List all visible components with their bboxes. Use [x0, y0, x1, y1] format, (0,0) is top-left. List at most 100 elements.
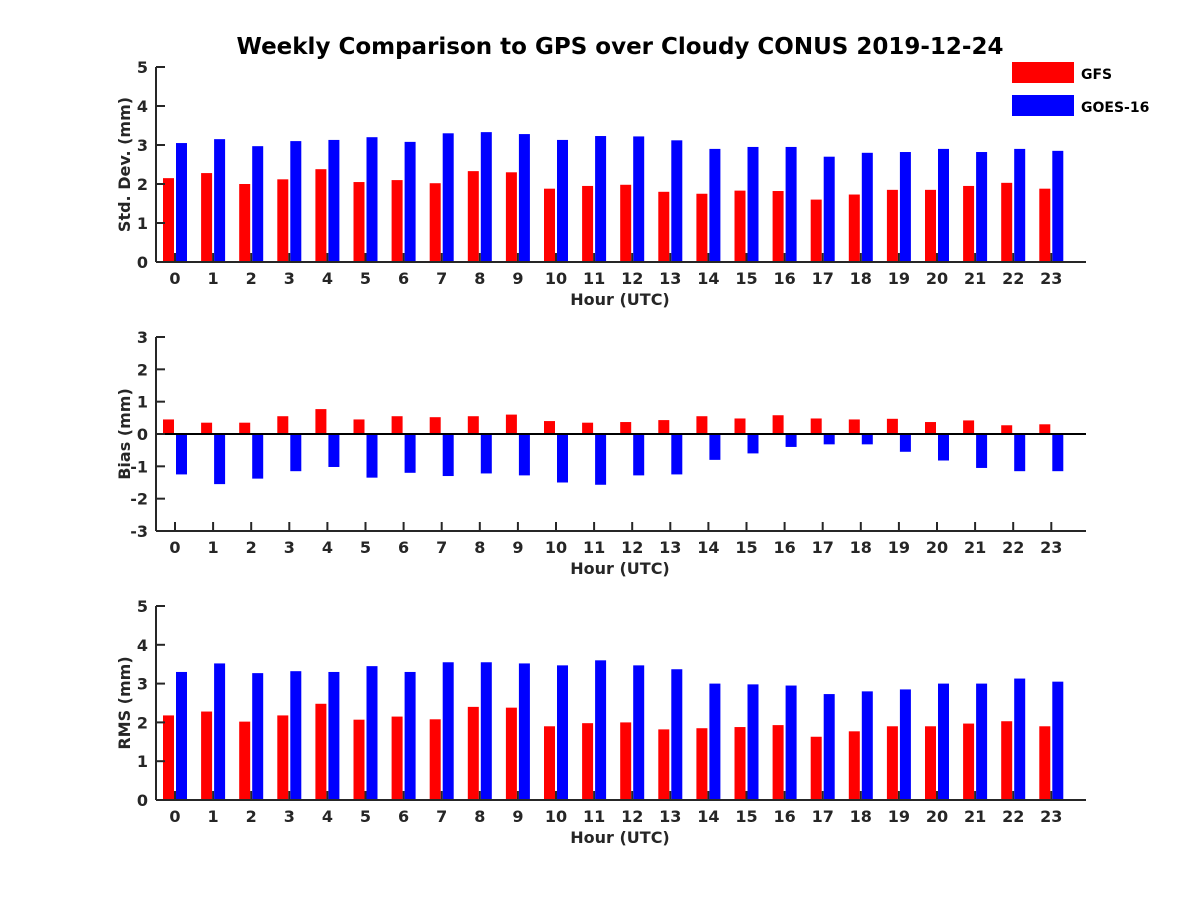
std-dev-bar-goes16-22: [1014, 148, 1026, 262]
bias-bar-goes16-2: [252, 434, 264, 479]
rms-x-tick-label-21: 21: [964, 807, 986, 826]
std-dev-y-tick-label-4: 4: [137, 97, 148, 116]
rms-bar-goes16-2: [252, 673, 264, 800]
std-dev-bar-goes16-6: [404, 141, 416, 262]
std-dev-x-tick-label-6: 6: [398, 269, 409, 288]
rms-x-tick-label-2: 2: [246, 807, 257, 826]
rms-x-tick-label-4: 4: [322, 807, 333, 826]
bias-y-tick-label--1: -1: [130, 457, 148, 476]
rms-x-tick-label-12: 12: [621, 807, 643, 826]
rms-y-tick-label-4: 4: [137, 636, 148, 655]
std-dev-x-tick-label-7: 7: [436, 269, 447, 288]
std-dev-bar-gfs-11: [582, 185, 594, 262]
std-dev-x-tick-label-3: 3: [284, 269, 295, 288]
std-dev-bar-gfs-21: [963, 185, 975, 262]
bias-bar-gfs-18: [848, 419, 860, 434]
bias-x-tick-label-9: 9: [512, 538, 523, 557]
std-dev-bar-gfs-19: [886, 189, 898, 262]
rms-x-tick-label-11: 11: [583, 807, 605, 826]
rms-bar-gfs-16: [772, 725, 784, 800]
std-dev-y-axis-label: Std. Dev. (mm): [115, 97, 134, 232]
bias-bar-gfs-15: [734, 418, 746, 434]
std-dev-x-tick-label-13: 13: [659, 269, 681, 288]
bias-x-tick-label-10: 10: [545, 538, 567, 557]
rms-y-axis-label: RMS (mm): [115, 656, 134, 749]
rms-y-tick-label-5: 5: [137, 597, 148, 616]
bias-x-tick-label-16: 16: [773, 538, 795, 557]
bias-bar-goes16-20: [938, 434, 949, 461]
std-dev-bar-gfs-14: [696, 193, 708, 262]
std-dev-bar-gfs-15: [734, 190, 746, 262]
rms-x-tick-label-0: 0: [169, 807, 180, 826]
rms-x-tick-label-13: 13: [659, 807, 681, 826]
std-dev-bar-goes16-3: [290, 141, 302, 262]
bias-x-tick-label-17: 17: [812, 538, 834, 557]
rms-bar-goes16-4: [328, 671, 340, 800]
std-dev-x-tick-label-11: 11: [583, 269, 605, 288]
bias-bar-gfs-21: [963, 420, 975, 434]
bias-x-tick-label-1: 1: [208, 538, 219, 557]
rms-x-tick-label-15: 15: [735, 807, 757, 826]
std-dev-bar-gfs-20: [925, 189, 936, 262]
bias-x-tick-label-2: 2: [246, 538, 257, 557]
std-dev-bar-gfs-23: [1039, 188, 1051, 262]
rms-bar-gfs-13: [658, 729, 670, 800]
rms-bar-goes16-15: [747, 684, 759, 800]
std-dev-bar-gfs-6: [391, 180, 403, 262]
rms-bar-gfs-9: [505, 707, 517, 800]
rms-x-tick-label-23: 23: [1040, 807, 1062, 826]
rms-x-tick-label-3: 3: [284, 807, 295, 826]
std-dev-bar-goes16-8: [480, 132, 492, 262]
rms-bar-goes16-9: [518, 663, 530, 800]
bias-x-tick-label-23: 23: [1040, 538, 1062, 557]
std-dev-x-tick-label-22: 22: [1002, 269, 1024, 288]
bias-y-tick-label-1: 1: [137, 393, 148, 412]
std-dev-bar-gfs-22: [1001, 182, 1013, 262]
std-dev-x-tick-label-19: 19: [888, 269, 910, 288]
rms-y-tick-label-1: 1: [137, 752, 148, 771]
std-dev-bar-goes16-11: [595, 136, 607, 262]
std-dev-x-tick-label-9: 9: [512, 269, 523, 288]
std-dev-x-tick-label-17: 17: [812, 269, 834, 288]
rms-bar-gfs-20: [925, 726, 936, 800]
bias-x-tick-label-20: 20: [926, 538, 948, 557]
std-dev-x-axis-label: Hour (UTC): [570, 290, 670, 309]
std-dev-bar-goes16-16: [785, 146, 797, 262]
rms-x-tick-label-17: 17: [812, 807, 834, 826]
rms-bar-gfs-7: [429, 719, 441, 800]
bias-y-tick-label--3: -3: [130, 522, 148, 541]
std-dev-x-tick-label-0: 0: [169, 269, 180, 288]
rms-bar-goes16-7: [442, 662, 454, 800]
bias-x-tick-label-8: 8: [474, 538, 485, 557]
rms-x-tick-label-16: 16: [773, 807, 795, 826]
std-dev-bar-goes16-21: [976, 152, 988, 262]
rms-y-tick-label-3: 3: [137, 675, 148, 694]
rms-x-tick-label-10: 10: [545, 807, 567, 826]
bias-x-tick-label-19: 19: [888, 538, 910, 557]
std-dev-x-tick-label-15: 15: [735, 269, 757, 288]
bias-bar-goes16-12: [633, 434, 645, 476]
std-dev-x-tick-label-12: 12: [621, 269, 643, 288]
rms-bar-gfs-4: [315, 703, 327, 800]
bias-bar-goes16-16: [785, 434, 797, 447]
bias-x-tick-label-21: 21: [964, 538, 986, 557]
bias-x-tick-label-5: 5: [360, 538, 371, 557]
bias-x-tick-label-12: 12: [621, 538, 643, 557]
std-dev-bar-goes16-10: [557, 139, 568, 262]
std-dev-bar-gfs-16: [772, 191, 784, 262]
rms-bar-goes16-5: [366, 666, 378, 800]
rms-x-tick-label-7: 7: [436, 807, 447, 826]
bias-y-tick-label-0: 0: [137, 425, 148, 444]
bias-x-tick-label-14: 14: [697, 538, 719, 557]
rms-y-tick-label-0: 0: [137, 791, 148, 810]
std-dev-bar-gfs-0: [163, 178, 174, 262]
std-dev-bar-goes16-5: [366, 137, 378, 262]
rms-x-tick-label-1: 1: [208, 807, 219, 826]
std-dev-y-tick-label-1: 1: [137, 214, 148, 233]
legend-swatch-goes16: [1012, 95, 1074, 116]
bias-bar-gfs-22: [1001, 425, 1013, 434]
std-dev-x-tick-label-2: 2: [246, 269, 257, 288]
